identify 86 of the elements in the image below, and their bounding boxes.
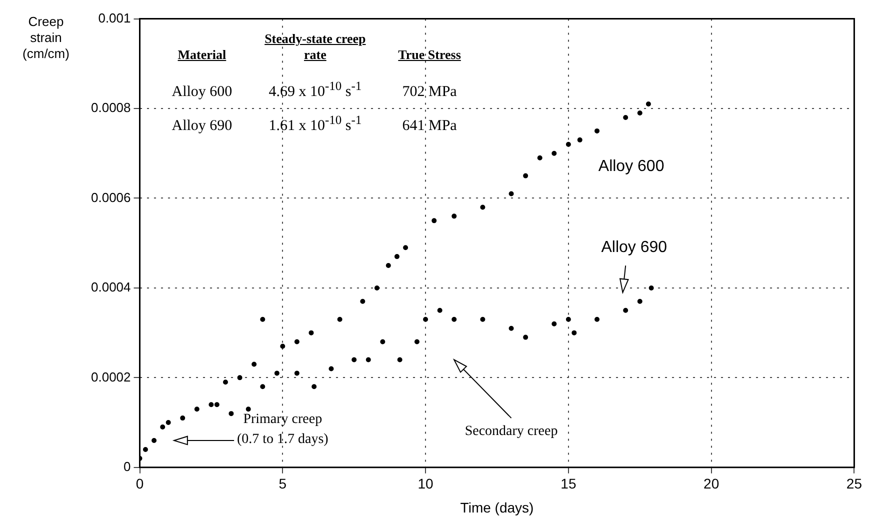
point	[228, 411, 234, 416]
annotation: Primary creep (0.7 to 1.7 days)	[236, 412, 329, 447]
point	[594, 128, 600, 134]
y-tick-label: 0.0008	[90, 100, 131, 116]
point	[274, 370, 280, 376]
point	[374, 285, 380, 290]
y-tick-label: 0.0002	[90, 369, 131, 384]
point	[160, 424, 166, 430]
x-axis-title: Time (days)	[460, 499, 534, 516]
point	[260, 316, 266, 322]
annotation: 4.69 x 10$^{-10}$ s$^{-1}$	[268, 78, 363, 102]
point	[366, 357, 371, 362]
annotation: 1.61 x 10$^{-10}$ s$^{-1}$	[268, 112, 363, 136]
point	[152, 438, 157, 443]
x-tick-label: 25	[846, 476, 862, 492]
text: Alloy 690	[601, 238, 668, 256]
y-tick-label: 0	[124, 458, 131, 474]
point	[294, 339, 300, 344]
point	[180, 416, 186, 421]
annotation: Secondary creep	[464, 424, 558, 440]
point	[480, 204, 486, 210]
point	[552, 150, 557, 156]
point	[294, 370, 300, 376]
point	[360, 298, 366, 304]
annotation: Alloy 690	[170, 116, 234, 136]
point	[480, 316, 486, 322]
point	[637, 298, 642, 304]
x-tick-label: 20	[704, 476, 720, 492]
point	[260, 384, 266, 390]
annotation: 702 MPa	[401, 82, 458, 102]
annotation: Steady-state creep rate	[264, 30, 367, 64]
point	[637, 110, 642, 116]
y-axis-title: Creep strain (cm/cm)	[22, 14, 70, 62]
y-tick-label: 0.001	[98, 10, 131, 26]
annotation: Alloy 600	[170, 82, 234, 102]
point	[337, 316, 342, 322]
point	[523, 173, 528, 178]
x-tick-label: 15	[560, 476, 576, 492]
x-tick-label: 5	[278, 476, 287, 492]
point	[594, 316, 600, 322]
point	[423, 316, 428, 322]
point	[214, 402, 220, 408]
x-tick-label: 0	[136, 476, 144, 492]
point	[646, 102, 651, 107]
point	[537, 155, 542, 160]
point	[566, 142, 571, 147]
point	[452, 214, 457, 219]
point	[308, 330, 314, 336]
point	[312, 384, 317, 390]
point	[222, 380, 228, 385]
y-tick-label: 0.0006	[90, 190, 131, 205]
point	[572, 330, 577, 336]
point	[352, 357, 357, 362]
point	[437, 308, 442, 313]
point	[523, 334, 528, 340]
point	[394, 254, 400, 260]
point	[566, 316, 571, 322]
point	[508, 326, 514, 331]
point	[648, 285, 654, 290]
point	[397, 357, 402, 362]
series-label: Alloy 600	[598, 158, 664, 176]
point	[328, 366, 334, 372]
point	[623, 114, 628, 120]
point	[403, 245, 408, 250]
point	[166, 420, 171, 426]
y-tick-label: 0.0004	[90, 280, 131, 295]
point	[623, 308, 628, 313]
point	[252, 362, 257, 367]
point	[386, 263, 391, 268]
point	[577, 137, 582, 142]
x-tick-label: 10	[418, 476, 434, 492]
point	[208, 402, 214, 408]
point	[414, 339, 420, 344]
point	[237, 375, 242, 380]
point	[246, 406, 251, 412]
point	[452, 316, 457, 322]
point	[552, 321, 557, 326]
annotation: 641 MPa	[401, 116, 458, 136]
point	[142, 446, 148, 452]
point	[194, 406, 200, 412]
point	[280, 344, 286, 349]
point	[432, 218, 437, 224]
point	[380, 339, 386, 344]
annotation: True Stress	[397, 46, 462, 64]
annotation: Material	[176, 46, 228, 64]
point	[508, 191, 514, 196]
